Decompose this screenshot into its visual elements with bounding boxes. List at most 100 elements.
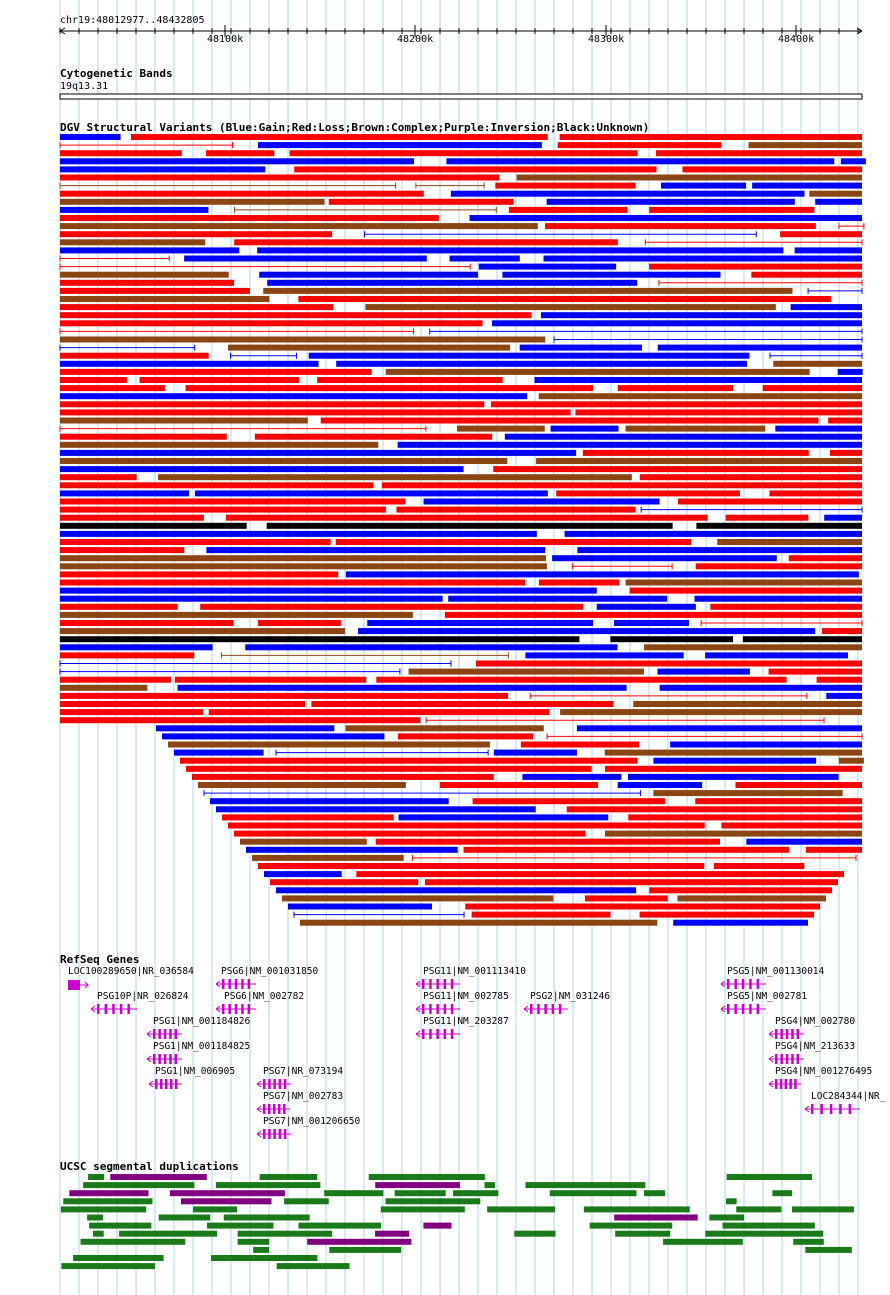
cytoband-bar — [59, 93, 863, 100]
dgv-variant — [206, 547, 546, 554]
segdup-block — [722, 1222, 815, 1229]
dgv-variant — [559, 134, 862, 140]
dgv-variant — [649, 206, 815, 213]
gene-label[interactable]: PSG1|NM_001184826 — [153, 1016, 251, 1027]
dgv-variant — [60, 190, 424, 197]
dgv-variant — [60, 458, 508, 464]
dgv-variant — [252, 854, 404, 861]
gene-label[interactable]: PSG4|NM_213633 — [775, 1041, 856, 1052]
gene-label[interactable]: PSG1|NM_006905 — [155, 1066, 236, 1077]
gene-exon — [112, 1004, 115, 1014]
segdup-block — [284, 1198, 329, 1205]
dgv-variant — [824, 514, 862, 521]
gene-strand-arrow — [256, 1105, 262, 1113]
cytoband-track-title[interactable]: Cytogenetic Bands — [60, 67, 173, 80]
dgv-variant — [208, 709, 550, 716]
gene-strand-arrow — [256, 1080, 262, 1088]
gene-label[interactable]: PSG7|NM_001206650 — [263, 1116, 361, 1127]
gene-exon — [241, 1004, 244, 1014]
gene-exon — [429, 1029, 432, 1039]
gene-label[interactable]: PSG7|NM_002783 — [263, 1091, 344, 1102]
gene-label[interactable]: PSG5|NM_001130014 — [727, 966, 825, 977]
dgv-variant — [469, 215, 862, 221]
dgv-variant — [575, 409, 862, 416]
dgv-variant — [762, 385, 862, 392]
gene-exon — [228, 1004, 231, 1014]
gene-exon — [741, 979, 745, 989]
dgv-variant — [200, 603, 584, 610]
dgv-variant — [397, 441, 862, 448]
gene-strand-arrow — [146, 1055, 152, 1063]
dgv-variant — [266, 522, 673, 529]
gene-exon — [268, 1129, 271, 1139]
gene-label[interactable]: PSG5|NM_002781 — [727, 991, 808, 1002]
dgv-variant — [614, 620, 689, 626]
gene-exon — [247, 1004, 251, 1014]
dgv-variant — [495, 182, 636, 189]
dgv-variant — [610, 636, 734, 643]
gene-label[interactable]: LOC100289650|NR_036584 — [68, 966, 194, 977]
dgv-variant — [471, 911, 611, 918]
gene-strand-arrow — [256, 1130, 262, 1138]
gene-label[interactable]: PSG4|NM_001276495 — [775, 1066, 873, 1077]
gene-strand-arrow — [415, 1005, 421, 1013]
dgv-variant — [604, 749, 862, 756]
dgv-variant — [258, 863, 705, 869]
dgv-variant — [627, 773, 839, 780]
gene-exon — [158, 1054, 161, 1064]
gene-label[interactable]: PSG4|NM_002780 — [775, 1016, 856, 1027]
segdup-block — [736, 1206, 782, 1213]
gene-label[interactable]: PSG6|NM_001031850 — [221, 966, 319, 977]
dgv-variant — [289, 150, 638, 157]
dgv-variant — [456, 425, 545, 432]
gene-exon — [68, 980, 80, 990]
gene-label[interactable]: PSG6|NM_002782 — [224, 991, 305, 1002]
dgv-variant — [246, 846, 458, 853]
segdup-block — [211, 1255, 318, 1261]
gene-label[interactable]: PSG10P|NR_026824 — [97, 991, 189, 1002]
refseq-track-title[interactable]: RefSeq Genes — [60, 953, 140, 966]
dgv-variant — [205, 150, 275, 157]
segdup-block — [589, 1222, 673, 1229]
gene-exon — [278, 1129, 282, 1139]
gene-label[interactable]: PSG11|NM_002785 — [423, 991, 509, 1002]
dgv-variant — [308, 352, 750, 359]
dgv-variant — [60, 223, 538, 230]
gene-exon — [283, 1079, 287, 1089]
dgv-variant — [270, 879, 419, 886]
gene-label[interactable]: PSG2|NM_031246 — [530, 991, 611, 1002]
dgv-variant — [158, 474, 632, 481]
segdup-block — [253, 1246, 269, 1253]
gene-exon — [175, 1079, 178, 1089]
segdup-block — [87, 1214, 103, 1221]
gene-exon — [429, 979, 432, 989]
dgv-variant — [826, 692, 862, 699]
segdup-block — [237, 1230, 333, 1237]
gene-label[interactable]: PSG1|NM_001184825 — [153, 1041, 251, 1052]
gene-label[interactable]: PSG11|NM_001113410 — [423, 966, 526, 977]
ruler-tick-48200k: 48200k — [397, 34, 434, 45]
dgv-track-title[interactable]: DGV Structural Variants (Blue:Gain;Red:L… — [60, 121, 650, 134]
dgv-variant — [317, 377, 503, 383]
gene-label[interactable]: PSG7|NR_073194 — [263, 1066, 344, 1077]
dgv-variant — [478, 263, 617, 270]
gene-exon — [443, 1004, 447, 1014]
gene-strand-arrow — [523, 1005, 529, 1013]
dgv-variant — [639, 474, 862, 481]
segdup-track-title[interactable]: UCSC segmental duplications — [60, 1160, 239, 1173]
dgv-variant — [356, 871, 844, 878]
dgv-variant — [449, 255, 520, 262]
gene-exon — [174, 1054, 178, 1064]
dgv-variant — [225, 514, 708, 521]
gene-label[interactable]: LOC284344|NR_ — [811, 1091, 886, 1102]
gene-exon — [530, 1004, 533, 1014]
dgv-variant — [60, 636, 580, 643]
gene-label[interactable]: PSG11|NM_203287 — [423, 1016, 509, 1027]
dgv-variant — [60, 166, 266, 173]
dgv-variant — [234, 830, 586, 837]
gene-exon — [727, 1004, 730, 1014]
gene-exon — [443, 1029, 447, 1039]
gene-exon — [551, 1004, 555, 1014]
dgv-variant — [769, 490, 862, 497]
